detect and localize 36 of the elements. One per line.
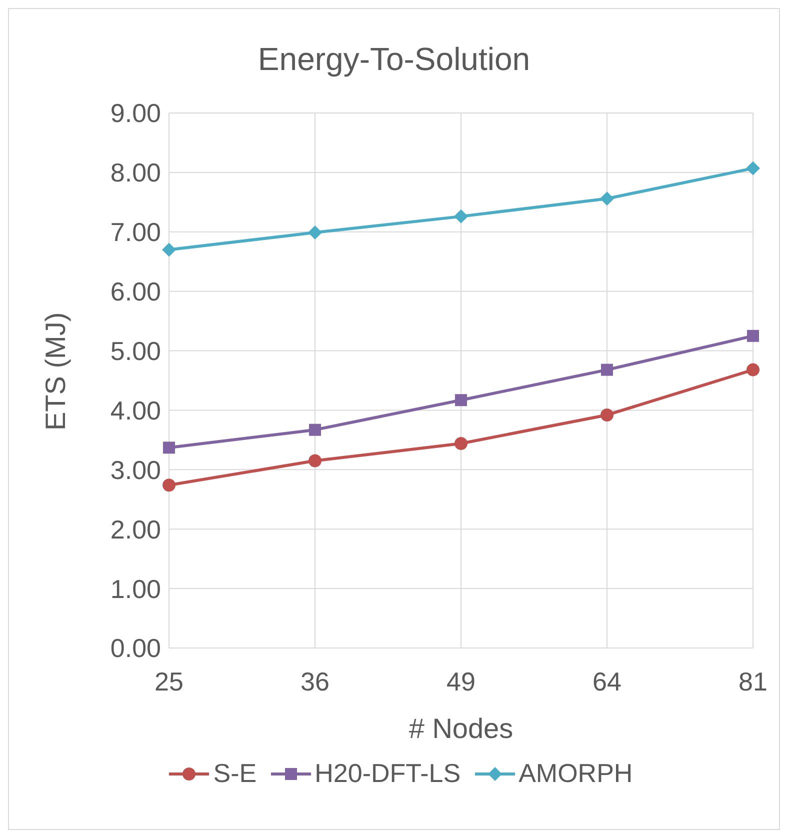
point (162, 478, 176, 492)
chart-title: Energy-To-Solution (256, 41, 532, 78)
point (600, 408, 614, 422)
point (163, 442, 175, 454)
y-tick-label: 5.00 (110, 336, 161, 366)
point (454, 209, 468, 224)
x-tick-label: 81 (738, 666, 768, 696)
point (747, 330, 759, 342)
point (454, 437, 468, 450)
point (746, 363, 760, 376)
point (308, 454, 322, 468)
y-tick-label: 2.00 (110, 514, 161, 544)
point (601, 364, 613, 376)
point (309, 424, 321, 436)
legend-label: H20-DFT-LS (314, 758, 461, 789)
point (600, 192, 614, 206)
x-tick-label: 36 (300, 666, 330, 696)
legend-label: S-E (212, 758, 257, 789)
point (746, 161, 760, 176)
y-tick-label: 8.00 (110, 158, 161, 188)
point (308, 225, 322, 240)
y-tick-label: 3.00 (110, 454, 161, 485)
x-axis-title: # Nodes (408, 712, 514, 744)
y-tick-label: 7.00 (110, 217, 161, 248)
x-tick-label: 64 (592, 666, 622, 696)
point (455, 394, 467, 406)
x-tick-label: 25 (154, 666, 184, 696)
legend-label: AMORPH (518, 758, 633, 789)
y-tick-label: 0.00 (110, 633, 161, 664)
y-tick-label: 4.00 (110, 395, 161, 426)
y-tick-label: 9.00 (110, 98, 161, 128)
y-axis-title: ETS (MJ) (40, 312, 71, 430)
y-tick-label: 1.00 (110, 574, 161, 604)
point (162, 242, 176, 257)
y-tick-label: 6.00 (110, 276, 161, 307)
x-tick-label: 49 (446, 666, 476, 696)
